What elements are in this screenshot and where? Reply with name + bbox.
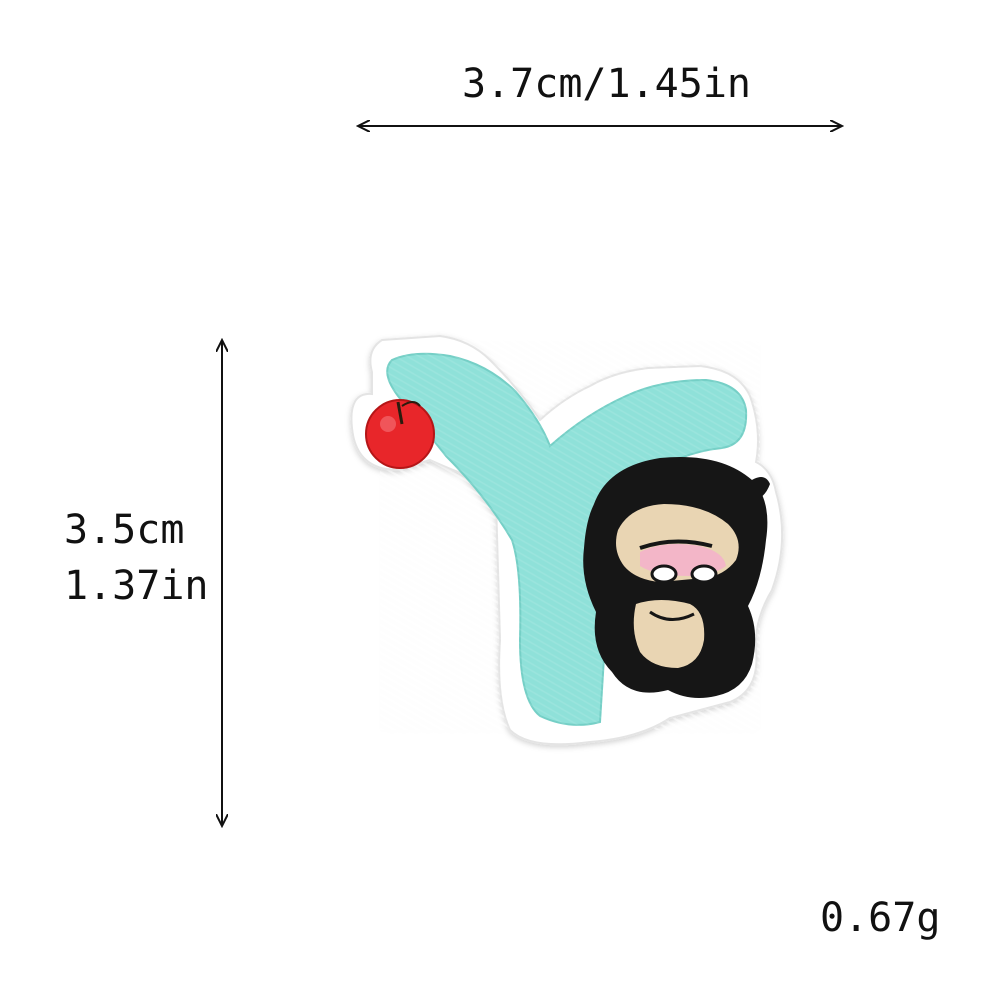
apple — [365, 399, 435, 469]
weight-label: 0.67g — [820, 895, 941, 941]
height-dimension-cm-label: 3.5cm — [64, 507, 185, 553]
width-dimension-label: 3.7cm/1.45in — [462, 61, 751, 107]
embroidered-patch — [350, 334, 784, 746]
cartoon-character — [583, 456, 770, 698]
height-dimension-in-label: 1.37in — [64, 563, 209, 609]
